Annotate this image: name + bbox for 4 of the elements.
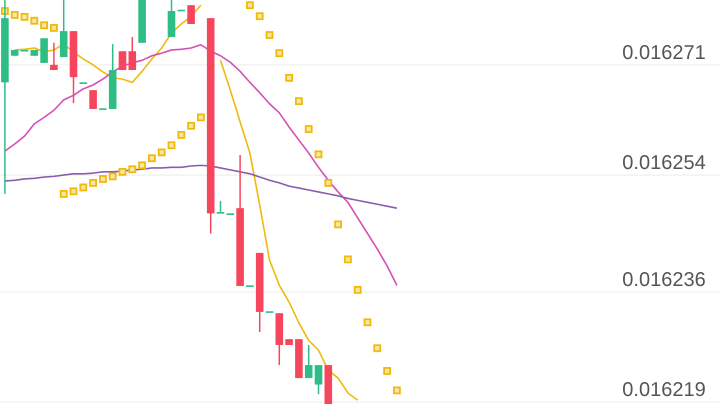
y-tick-label: 0.016219 — [622, 379, 706, 402]
y-tick-label: 0.016254 — [622, 152, 706, 174]
y-tick-label: 0.016236 — [622, 268, 706, 291]
y-tick-label: 0.016271 — [622, 42, 706, 64]
